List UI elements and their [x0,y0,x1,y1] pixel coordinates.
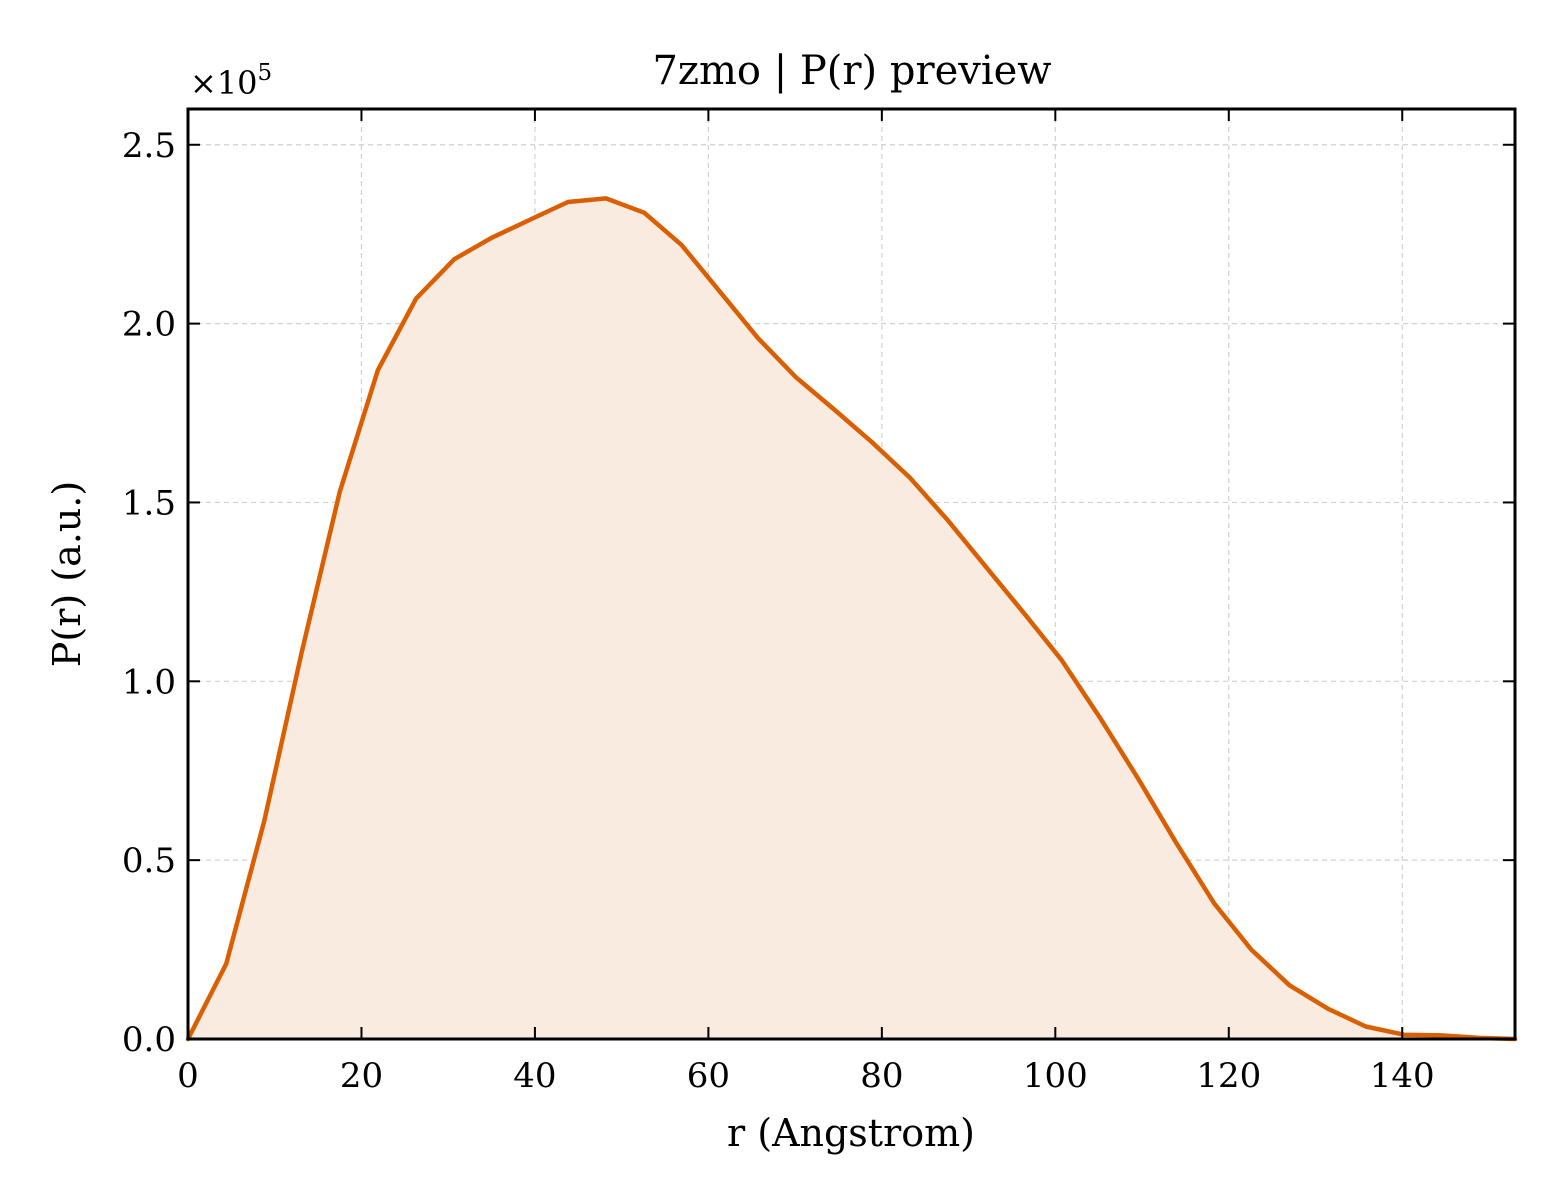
x-tick-label: 60 [687,1056,730,1096]
x-tick-label: 100 [1023,1056,1088,1096]
y-tick-label: 2.0 [122,305,176,345]
x-tick-label: 0 [177,1056,199,1096]
y-tick-label: 1.0 [122,662,176,702]
ticks: 0 20 40 60 80 100 120 140 0.0 0.5 1.0 1.5 2.0 2.5 [122,109,1515,1096]
y-tick-label: 0.5 [122,841,176,881]
series-area-fill [188,198,1515,1039]
y-tick-label: 0.0 [122,1020,176,1060]
y-axis-label: P(r) (a.u.) [45,481,89,667]
x-tick-label: 40 [513,1056,556,1096]
x-tick-label: 120 [1196,1056,1261,1096]
y-multiplier-base: ×10 [190,64,258,102]
plot-frame [186,107,1517,1041]
y-multiplier: ×105 [190,60,272,102]
series-line [185,196,1518,1042]
x-tick-label: 80 [860,1056,903,1096]
y-tick-label: 2.5 [122,126,176,166]
y-multiplier-exponent: 5 [258,60,273,86]
y-tick-label: 1.5 [122,483,176,523]
x-axis-label: r (Angstrom) [727,1111,975,1155]
x-tick-label: 20 [340,1056,383,1096]
chart-title: 7zmo | P(r) preview [652,48,1051,94]
x-tick-label: 140 [1370,1056,1435,1096]
